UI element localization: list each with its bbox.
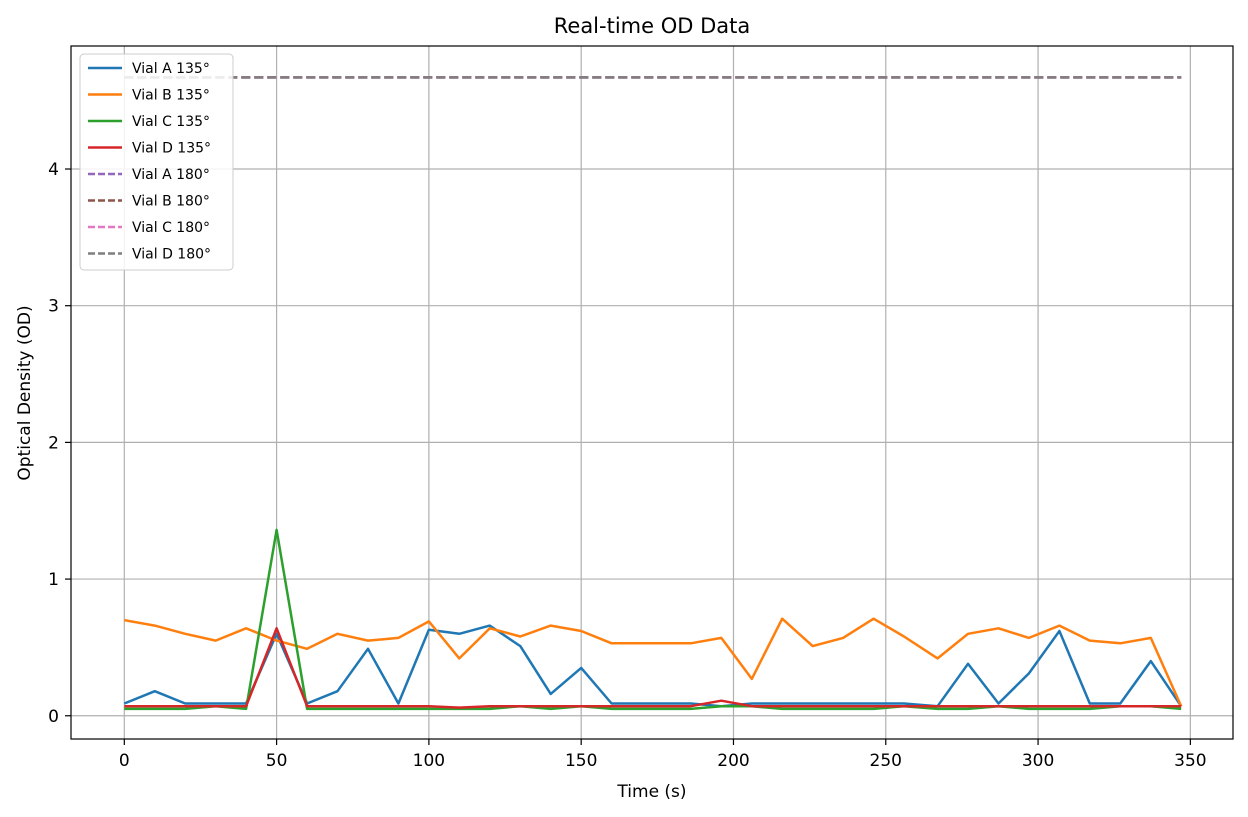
legend-label: Vial B 135°	[132, 88, 210, 104]
legend-label: Vial D 180°	[132, 247, 211, 263]
chart-title: Real-time OD Data	[554, 14, 751, 38]
x-tick-label: 350	[1174, 751, 1206, 771]
y-tick-label: 1	[48, 570, 59, 590]
x-tick-label: 200	[717, 751, 749, 771]
x-tick-label: 0	[119, 751, 130, 771]
legend-label: Vial C 180°	[132, 220, 210, 236]
axis-ticks: 0 50 100 150 200 250 300 350 0 1 2 3 4	[48, 160, 1206, 771]
y-tick-label: 2	[48, 433, 59, 453]
y-tick-label: 4	[48, 160, 59, 180]
y-tick-label: 3	[48, 297, 59, 317]
x-tick-label: 150	[565, 751, 597, 771]
legend: Vial A 135° Vial B 135° Vial C 135° Vial D …	[79, 53, 234, 271]
legend-box	[79, 53, 234, 271]
x-tick-label: 100	[413, 751, 445, 771]
y-axis-label: Optical Density (OD)	[15, 305, 35, 480]
y-tick-label: 0	[48, 707, 59, 727]
series-line-4	[124, 627, 1182, 709]
series-lines	[123, 76, 1183, 711]
legend-label: Vial C 135°	[132, 114, 210, 130]
series-line-2	[124, 617, 1183, 707]
x-axis-label: Time (s)	[616, 782, 686, 802]
legend-label: Vial D 135°	[132, 141, 211, 157]
legend-label: Vial A 135°	[132, 61, 210, 77]
x-tick-label: 50	[266, 751, 288, 771]
x-tick-label: 300	[1022, 751, 1054, 771]
legend-label: Vial B 180°	[132, 194, 210, 210]
plot-frame	[70, 45, 1234, 740]
x-tick-label: 250	[870, 751, 902, 771]
grid	[71, 46, 1233, 739]
legend-label: Vial A 180°	[132, 167, 210, 183]
